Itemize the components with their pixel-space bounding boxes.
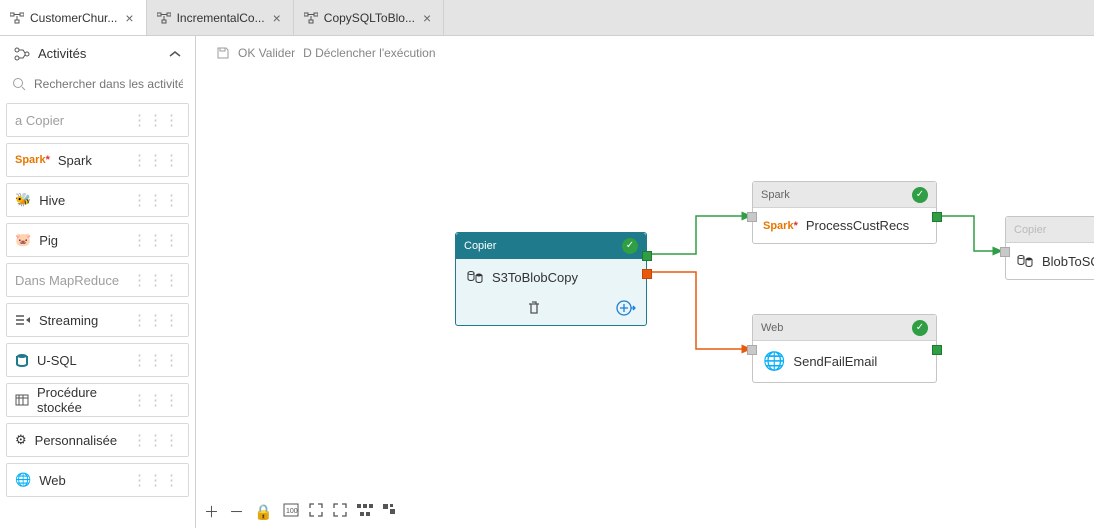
tab-label: CustomerChur... [30, 11, 117, 25]
close-icon[interactable]: × [421, 10, 433, 26]
tab-strip: CustomerChur... × IncrementalCo... × Cop… [0, 0, 1094, 36]
tab-incremental-copy[interactable]: IncrementalCo... × [147, 0, 294, 35]
svg-text:100: 100 [286, 508, 298, 515]
align-icon[interactable] [383, 503, 397, 520]
fit-icon[interactable]: 100 [283, 503, 299, 521]
grip-icon: ⋮⋮⋮ [132, 311, 180, 329]
pipeline-icon [157, 12, 171, 24]
port-success[interactable] [642, 251, 652, 261]
node-title: BlobToSQLDWCopy [1042, 254, 1094, 269]
pipeline-icon [10, 12, 24, 24]
node-s3-to-blob[interactable]: Copier S3ToBlobCopy [455, 232, 647, 326]
activity-custom[interactable]: ⚙ Personnalisée ⋮⋮⋮ [6, 423, 189, 457]
search-icon [12, 77, 26, 91]
pig-icon: 🐷 [15, 232, 31, 248]
close-icon[interactable]: × [123, 10, 135, 26]
node-type: Copier [1014, 224, 1046, 236]
zoom-in-icon[interactable]: ＋ [204, 501, 219, 522]
usql-icon [15, 353, 29, 367]
search-field[interactable] [34, 77, 183, 91]
tab-label: IncrementalCo... [177, 11, 265, 25]
web-icon: 🌐 [763, 351, 785, 372]
copy-icon [1016, 253, 1034, 269]
node-title: S3ToBlobCopy [492, 270, 578, 285]
activity-label: Procédure stockée [37, 385, 124, 415]
activity-pig[interactable]: 🐷 Pig ⋮⋮⋮ [6, 223, 189, 257]
fullscreen-icon[interactable] [309, 503, 323, 521]
node-blob-to-sqldw[interactable]: Copier BlobToSQLDWCopy [1005, 216, 1094, 280]
grip-icon: ⋮⋮⋮ [132, 231, 180, 249]
node-process-cust-recs[interactable]: Spark Spark* ProcessCustRecs [752, 181, 937, 244]
grip-icon: ⋮⋮⋮ [132, 191, 180, 209]
activity-mapreduce[interactable]: Dans MapReduce ⋮⋮⋮ [6, 263, 189, 297]
activity-copy[interactable]: a Copier ⋮⋮⋮ [6, 103, 189, 137]
activities-title: Activités [38, 46, 86, 61]
stream-icon [15, 314, 31, 326]
arrange-icon[interactable] [357, 503, 373, 520]
port-in[interactable] [747, 345, 757, 355]
activity-label: Web [39, 473, 66, 488]
activity-hive[interactable]: 🐝 Hive ⋮⋮⋮ [6, 183, 189, 217]
activity-spark[interactable]: Spark* Spark ⋮⋮⋮ [6, 143, 189, 177]
activity-streaming[interactable]: Streaming ⋮⋮⋮ [6, 303, 189, 337]
activity-label: Pig [39, 233, 58, 248]
add-output-icon[interactable] [616, 299, 636, 317]
pipeline-canvas[interactable]: OK Valider D Déclencher l'exécution Copi… [196, 36, 1094, 528]
activity-stored-proc[interactable]: Procédure stockée ⋮⋮⋮ [6, 383, 189, 417]
tab-copy-sql-to-blob[interactable]: CopySQLToBlo... × [294, 0, 444, 35]
port-success[interactable] [932, 345, 942, 355]
sproc-icon [15, 393, 29, 407]
web-icon: 🌐 [15, 472, 31, 488]
node-title: ProcessCustRecs [806, 218, 909, 233]
tab-label: CopySQLToBlo... [324, 11, 415, 25]
node-type: Web [761, 322, 783, 334]
canvas-zoom-tools: ＋ － 🔒 100 [204, 501, 397, 522]
copy-icon [466, 269, 484, 285]
lock-icon[interactable]: 🔒 [254, 503, 273, 521]
chevron-up-icon[interactable] [169, 50, 181, 58]
status-ok-icon [912, 187, 928, 203]
close-icon[interactable]: × [271, 10, 283, 26]
grip-icon: ⋮⋮⋮ [132, 471, 180, 489]
zoom-out-icon[interactable]: － [229, 501, 244, 522]
activity-usql[interactable]: U-SQL ⋮⋮⋮ [6, 343, 189, 377]
activity-label: Hive [39, 193, 65, 208]
search-input[interactable] [0, 71, 195, 97]
grip-icon: ⋮⋮⋮ [132, 391, 180, 409]
zoom-reset-icon[interactable] [333, 503, 347, 521]
grip-icon: ⋮⋮⋮ [132, 151, 180, 169]
gear-icon: ⚙ [15, 432, 27, 448]
activities-panel: Activités a Copier ⋮⋮⋮ Spark* Spark ⋮⋮⋮ … [0, 36, 196, 528]
activities-header[interactable]: Activités [0, 36, 195, 71]
status-ok-icon [622, 238, 638, 254]
node-title: SendFailEmail [793, 354, 877, 369]
activity-label: a Copier [15, 113, 64, 128]
activity-label: Spark [58, 153, 92, 168]
pipeline-icon [304, 12, 318, 24]
activity-web[interactable]: 🌐 Web ⋮⋮⋮ [6, 463, 189, 497]
delete-icon[interactable] [526, 299, 542, 317]
port-in[interactable] [747, 212, 757, 222]
grip-icon: ⋮⋮⋮ [132, 431, 180, 449]
grip-icon: ⋮⋮⋮ [132, 111, 180, 129]
activity-label: Dans MapReduce [15, 273, 119, 288]
port-in[interactable] [1000, 247, 1010, 257]
status-ok-icon [912, 320, 928, 336]
node-type: Copier [464, 240, 496, 252]
node-send-fail-email[interactable]: Web 🌐 SendFailEmail [752, 314, 937, 383]
port-success[interactable] [932, 212, 942, 222]
tab-customer-churn[interactable]: CustomerChur... × [0, 0, 147, 35]
port-fail[interactable] [642, 269, 652, 279]
grip-icon: ⋮⋮⋮ [132, 271, 180, 289]
hive-icon: 🐝 [15, 192, 31, 208]
activities-list: a Copier ⋮⋮⋮ Spark* Spark ⋮⋮⋮ 🐝 Hive ⋮⋮⋮… [0, 97, 195, 503]
grip-icon: ⋮⋮⋮ [132, 351, 180, 369]
activity-label: Streaming [39, 313, 98, 328]
spark-icon: Spark* [763, 220, 798, 232]
activity-label: U-SQL [37, 353, 77, 368]
node-type: Spark [761, 189, 790, 201]
activities-icon [14, 47, 30, 61]
activity-label: Personnalisée [35, 433, 117, 448]
spark-icon: Spark* [15, 154, 50, 166]
